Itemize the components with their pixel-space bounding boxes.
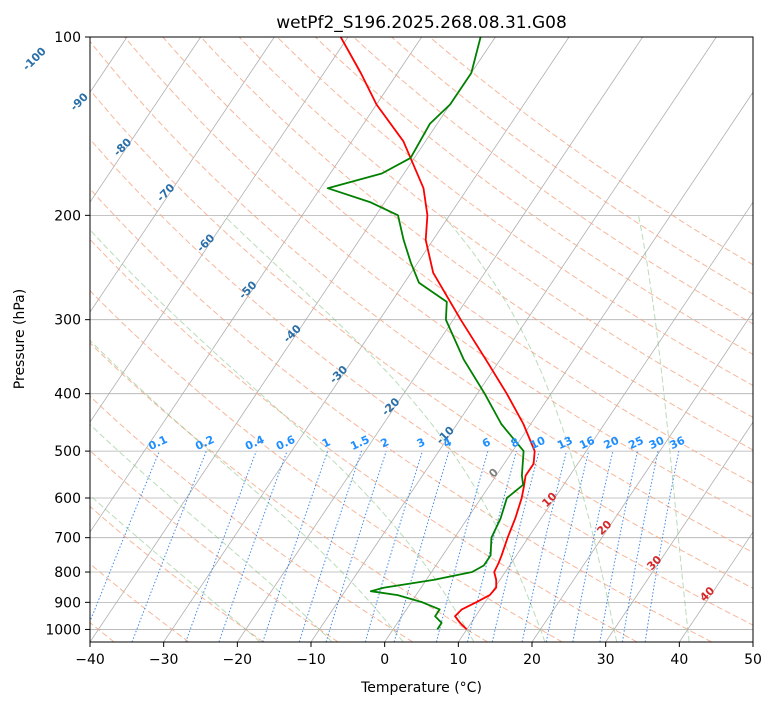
dry-adiabat-line [90, 89, 753, 589]
mixing-ratio-line [90, 450, 160, 623]
y-tick-label: 900 [54, 595, 81, 611]
isotherm-line [310, 37, 717, 642]
dry-adiabat-line [90, 505, 264, 642]
mixing-ratio-line [521, 450, 567, 642]
y-axis-label: Pressure (hPa) [12, 289, 28, 389]
dry-adiabat-line [315, 37, 753, 356]
x-tick-label: 10 [449, 652, 467, 668]
moist-adiabat-line [90, 339, 404, 642]
y-tick-label: 200 [54, 208, 81, 224]
isotherm-line [605, 421, 753, 642]
y-tick-label: 500 [54, 444, 81, 460]
isotherm-line [384, 91, 753, 642]
moist-adiabat-line [638, 215, 690, 642]
dewpoint-profile-line [326, 37, 525, 630]
mixing-ratio-line [491, 450, 540, 642]
x-tick-label: 50 [744, 652, 762, 668]
x-tick-label: 0 [380, 652, 389, 668]
mixing-ratio-line [298, 450, 362, 642]
x-tick-label: 40 [670, 652, 688, 668]
moist-adiabats [90, 214, 690, 642]
mixing-ratio-label: 13 [555, 434, 574, 452]
isotherm-line [531, 311, 753, 642]
dry-adiabat-line [162, 37, 753, 484]
dry-adiabat-line [238, 37, 753, 418]
dry-adiabat-line [90, 40, 753, 554]
mixing-ratio-label: 25 [626, 434, 645, 452]
y-tick-label: 100 [54, 30, 81, 46]
isotherm-line [90, 37, 275, 313]
isotherm-line [90, 37, 496, 642]
x-tick-label: −40 [75, 652, 105, 668]
x-tick-label: 20 [523, 652, 541, 668]
dry-adiabats [90, 37, 753, 642]
y-tick-label: 800 [54, 565, 81, 581]
chart-title: wetPf2_S196.2025.268.08.31.G08 [276, 13, 567, 33]
mixing-ratio-line [185, 450, 257, 642]
isotherm-grid [90, 37, 753, 642]
x-tick-label: −30 [149, 652, 179, 668]
isotherm-line [458, 201, 753, 642]
mixing-ratio-line [325, 450, 387, 642]
isotherm-line [90, 37, 423, 533]
y-tick-label: 300 [54, 313, 81, 329]
x-tick-label: 30 [597, 652, 615, 668]
dry-adiabat-line [200, 37, 753, 451]
isotherm-line [163, 37, 570, 642]
moist-adiabat-line [90, 423, 333, 642]
isotherm-line [90, 37, 349, 423]
mixing-ratio-label: 16 [577, 434, 597, 452]
mixing-ratio-line [435, 450, 489, 642]
y-axis: 100 200 300 400 500 600 700 800 900 1000 [45, 30, 90, 638]
dry-adiabat-line [276, 37, 753, 387]
dry-adiabat-line [90, 449, 339, 642]
mixing-ratio-line [572, 450, 614, 642]
mixing-ratio-line [262, 450, 329, 642]
moist-adiabat-line [223, 214, 546, 642]
x-tick-label: −20 [223, 652, 253, 668]
isotherm-line [90, 37, 202, 203]
x-tick-label: −10 [296, 652, 326, 668]
mixing-ratio-lines [90, 450, 680, 642]
moist-adiabat-line [442, 214, 618, 642]
isotherm-line [679, 531, 753, 642]
mixing-ratio-label: 30 [647, 434, 667, 452]
x-axis: −40 −30 −20 −10 0 10 20 30 40 50 [75, 642, 762, 668]
y-tick-label: 1000 [45, 622, 81, 638]
plot-area [90, 37, 753, 642]
dry-adiabat-line [353, 37, 753, 325]
mixing-ratio-label: 10 [528, 434, 548, 452]
y-tick-label: 400 [54, 387, 81, 403]
isotherm-line [237, 37, 644, 642]
moist-adiabat-line [90, 494, 261, 642]
mixing-ratio-line [218, 450, 288, 642]
profile-series [326, 37, 536, 631]
dry-adiabat-line [124, 37, 753, 518]
temperature-profile-line [339, 37, 536, 631]
y-tick-label: 700 [54, 531, 81, 547]
moist-adiabat-line [90, 229, 475, 642]
mixing-ratio-label: 36 [668, 434, 688, 452]
y-tick-label: 600 [54, 491, 81, 507]
mixing-ratio-label: 20 [602, 434, 622, 452]
mixing-ratio-line [545, 450, 590, 642]
dry-adiabat-line [90, 238, 638, 642]
mixing-ratio-line [131, 450, 207, 642]
dry-adiabat-line [90, 290, 563, 642]
mixing-ratio-line [393, 450, 450, 642]
axes-frame [89, 36, 754, 643]
mixing-ratio-line [364, 450, 423, 642]
x-axis-label: Temperature (°C) [360, 680, 482, 696]
